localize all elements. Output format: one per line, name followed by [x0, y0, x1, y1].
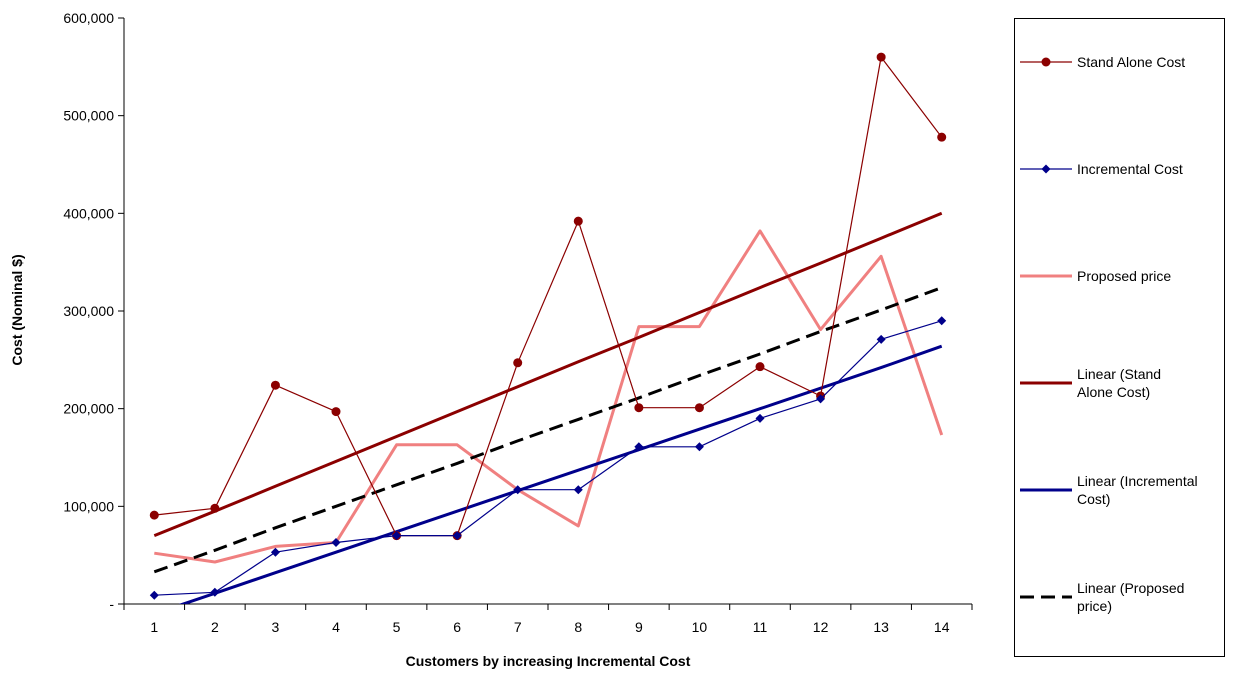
data-point: [876, 334, 886, 344]
legend-label: Stand Alone Cost: [1077, 54, 1185, 70]
data-point: [816, 394, 826, 404]
legend-entry: Stand Alone Cost: [1020, 54, 1185, 70]
legend-entry: Linear (Proposed price): [1020, 580, 1184, 614]
y-tick-label: 300,000: [63, 303, 114, 319]
legend-label: Linear (Incremental Cost): [1077, 473, 1198, 507]
data-point: [755, 362, 765, 372]
series-layer: [149, 52, 947, 604]
x-tick-label: 5: [393, 619, 401, 635]
legend-label: Proposed price: [1077, 268, 1171, 284]
data-point: [694, 442, 704, 452]
series-linear-proposed-price: [153, 286, 943, 574]
y-tick-label: -: [109, 596, 114, 612]
data-point: [694, 403, 704, 413]
series-line: [154, 320, 942, 596]
x-tick-label: 1: [150, 619, 158, 635]
data-point: [755, 413, 765, 423]
x-tick-label: 4: [332, 619, 340, 635]
legend-label: Linear (Proposed price): [1077, 580, 1184, 614]
data-point: [937, 316, 947, 326]
series-line: [154, 56, 943, 537]
x-tick-label: 8: [574, 619, 582, 635]
x-tick-label: 6: [453, 619, 461, 635]
series-stand-alone-cost: [149, 52, 947, 541]
legend-label: Incremental Cost: [1077, 161, 1183, 177]
legend-entry: Proposed price: [1020, 268, 1171, 284]
x-tick-label: 14: [934, 619, 950, 635]
legend-entry: Incremental Cost: [1020, 161, 1183, 177]
legend-swatch-marker: [1041, 164, 1051, 174]
y-tick-label: 100,000: [63, 498, 114, 514]
data-point: [937, 132, 947, 142]
legend-swatch-marker: [1041, 57, 1051, 67]
y-tick-label: 400,000: [63, 205, 114, 221]
data-point: [270, 547, 280, 557]
series-line: [153, 211, 943, 537]
plot-area: [123, 18, 972, 605]
data-point: [210, 503, 220, 513]
data-point: [513, 358, 523, 368]
data-point: [270, 380, 280, 390]
data-point: [149, 510, 159, 520]
y-tick-label: 500,000: [63, 108, 114, 124]
legend-entry: Linear (Stand Alone Cost): [1020, 366, 1161, 400]
data-point: [513, 485, 523, 495]
data-point: [331, 537, 341, 547]
x-tick-label: 10: [692, 619, 708, 635]
data-point: [634, 403, 644, 413]
data-point: [210, 587, 220, 597]
y-axis-title: Cost (Nominal $): [9, 254, 25, 365]
series-proposed-price: [154, 229, 944, 564]
y-tick-label: 600,000: [63, 10, 114, 26]
x-tick-label: 2: [211, 619, 219, 635]
data-point: [452, 531, 462, 541]
x-tick-label: 7: [514, 619, 522, 635]
data-point: [876, 52, 886, 62]
data-point: [573, 216, 583, 226]
legend-box: [1014, 18, 1225, 657]
legend-entry: Linear (Incremental Cost): [1020, 473, 1198, 507]
data-point: [331, 407, 341, 417]
legend: Stand Alone Cost Incremental Cost Proposed…: [1014, 18, 1225, 657]
y-axis: - 100,000 200,000 300,000 400,000 500,000 600,…: [63, 10, 124, 612]
x-tick-label: 11: [753, 619, 768, 635]
x-tick-label: 3: [272, 619, 280, 635]
x-tick-label: 9: [635, 619, 643, 635]
x-tick-label: 12: [813, 619, 829, 635]
series-linear-stand-alone-cost: [153, 211, 943, 537]
x-tick-label: 13: [873, 619, 889, 635]
data-point: [149, 590, 159, 600]
x-axis-title: Customers by increasing Incremental Cost: [406, 653, 691, 669]
x-axis: 1 2 3 4 5 6 7 8 9 10 11 12 13 14: [123, 604, 973, 635]
series-incremental-cost: [149, 316, 947, 600]
data-point: [392, 531, 402, 541]
data-point: [634, 442, 644, 452]
series-line: [154, 229, 944, 564]
y-tick-label: 200,000: [63, 401, 114, 417]
legend-label: Linear (Stand Alone Cost): [1077, 366, 1161, 400]
series-line: [153, 286, 943, 574]
data-point: [573, 485, 583, 495]
